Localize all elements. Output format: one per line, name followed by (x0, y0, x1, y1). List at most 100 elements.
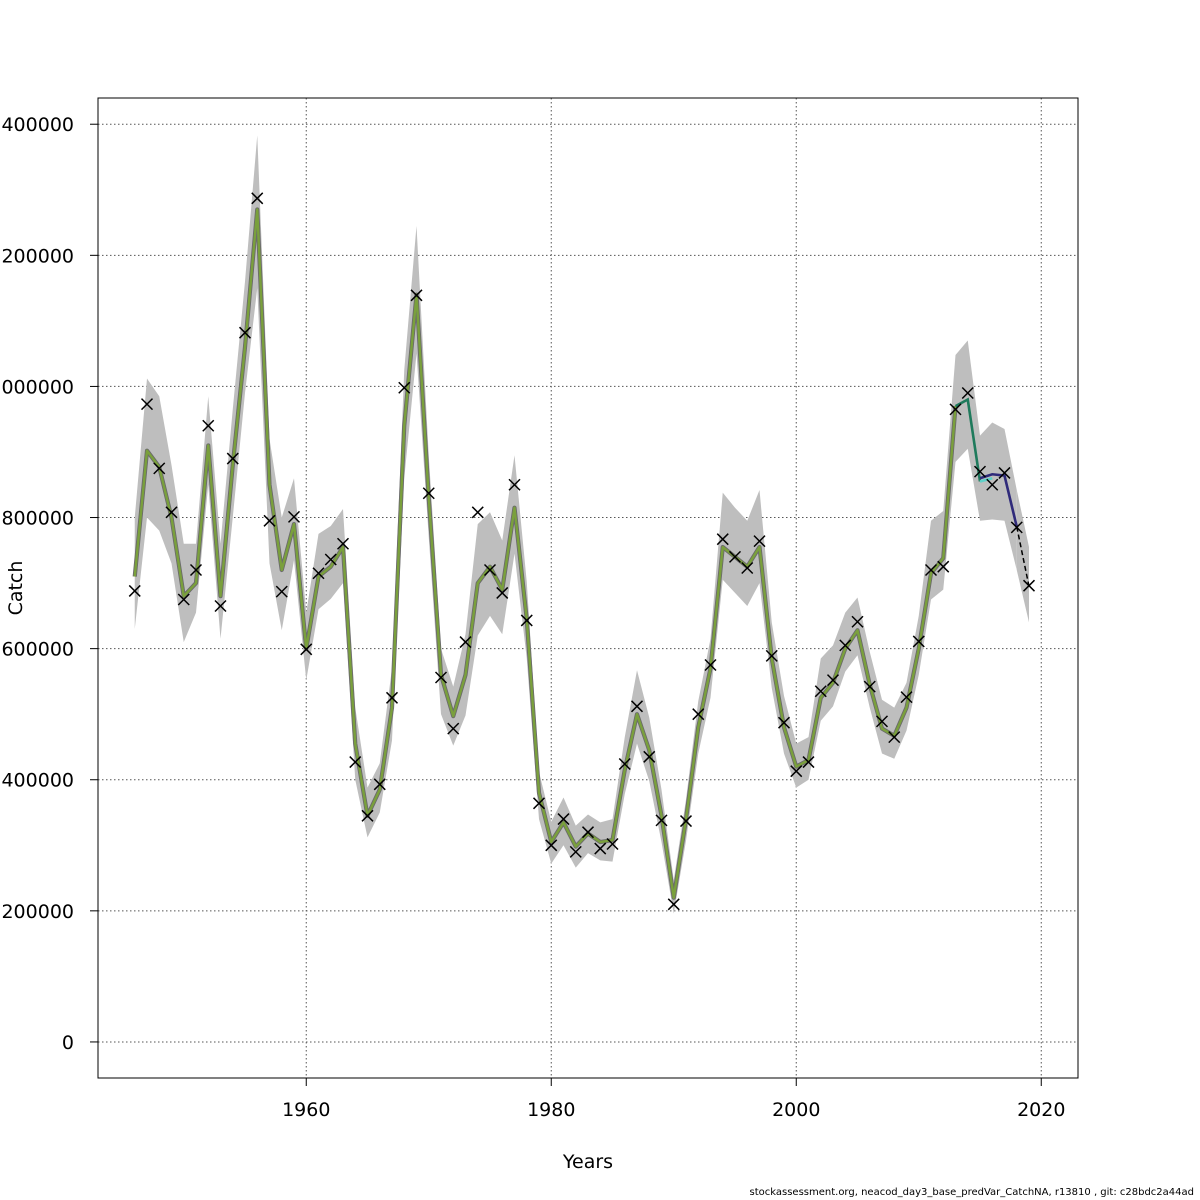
observed-point (471, 506, 484, 519)
y-tick-label: 1200000 (0, 245, 74, 267)
observed-point (177, 593, 190, 606)
observed-point (814, 685, 827, 698)
confidence-band (980, 422, 1017, 570)
x-tick-label: 2000 (772, 1099, 820, 1121)
y-tick-label: 1400000 (0, 114, 74, 136)
observed-point (728, 550, 742, 563)
confidence-bands (134, 135, 1029, 914)
x-axis-title: Years (562, 1151, 613, 1173)
x-tick-label: 1980 (527, 1099, 575, 1121)
observed-point (716, 533, 729, 546)
observed-point (251, 192, 264, 205)
estimate-line (133, 208, 957, 899)
observed-point (324, 553, 337, 566)
observed-point (557, 813, 570, 826)
observed-point (753, 535, 766, 548)
observed-point (569, 845, 582, 858)
observed-point (287, 510, 301, 523)
observed-point (520, 614, 533, 627)
observed-point (202, 419, 215, 432)
observed-point (496, 586, 509, 599)
observed-point (434, 671, 448, 684)
observed-point (128, 584, 141, 597)
observed-point (153, 462, 166, 475)
observed-point (349, 756, 362, 769)
observed-point (704, 658, 717, 672)
observed-point (998, 466, 1011, 479)
forecast-line (1016, 526, 1030, 587)
y-tick-label: 800000 (1, 508, 74, 530)
observed-point (361, 809, 374, 822)
observed-point (790, 765, 803, 778)
observed-point (300, 643, 313, 656)
observed-point (961, 386, 974, 400)
observed-point (385, 691, 399, 704)
observed-point (802, 756, 815, 769)
observed-point (275, 585, 288, 598)
confidence-band (955, 340, 980, 521)
observed-point (643, 750, 656, 763)
observed-points (128, 192, 1036, 911)
observed-point (594, 842, 607, 855)
observed-point (888, 731, 901, 744)
x-tick-label: 2020 (1017, 1099, 1065, 1121)
observed-point (336, 537, 350, 550)
y-tick-label: 200000 (1, 901, 74, 923)
observed-point (238, 326, 252, 339)
observed-point (618, 757, 631, 771)
observed-point (875, 715, 889, 728)
plot-frame (97, 97, 1079, 1079)
observed-point (949, 403, 962, 416)
observed-point (214, 599, 227, 613)
y-axis-title: Catch (5, 561, 27, 616)
footer-credit: stockassessment.org, neacod_day3_base_pr… (749, 1187, 1195, 1198)
observed-point (692, 708, 705, 721)
observed-point (581, 826, 595, 839)
observed-point (986, 478, 999, 491)
observed-point (312, 567, 325, 580)
observed-point (447, 722, 460, 735)
x-tick-label: 1960 (282, 1099, 330, 1121)
y-axis: 0 200000 400000 600000 800000 1000000 1200000 1… (0, 114, 98, 1054)
estimate-line-outline (132, 207, 958, 900)
observed-point (777, 716, 791, 729)
observed-point (924, 563, 938, 577)
observed-point (140, 398, 154, 411)
estimate-line-cyan (979, 476, 993, 483)
estimate-line-navy (979, 472, 1019, 528)
observed-point (655, 814, 668, 827)
y-tick-label: 0 (62, 1032, 74, 1054)
confidence-band (1016, 490, 1029, 623)
observed-point (851, 615, 864, 628)
observed-point (1010, 521, 1023, 534)
observed-point (900, 691, 913, 704)
observed-point (839, 639, 852, 652)
observed-point (189, 563, 203, 577)
observed-point (1022, 579, 1036, 592)
observed-point (826, 674, 840, 687)
x-axis: 1960 1980 2000 2020 (282, 1078, 1065, 1121)
observed-point (679, 815, 693, 828)
observed-point (410, 289, 423, 302)
observed-point (937, 560, 950, 573)
observed-point (263, 514, 276, 527)
observed-point (165, 506, 178, 519)
observed-point (422, 487, 435, 500)
estimate-lines (132, 207, 1030, 900)
y-tick-label: 1000000 (0, 376, 74, 398)
observed-point (667, 898, 680, 911)
observed-point (863, 680, 876, 693)
observed-point (398, 381, 411, 394)
observed-point (973, 465, 987, 478)
y-tick-label: 400000 (1, 770, 74, 792)
observed-point (741, 561, 754, 575)
observed-point (912, 635, 925, 648)
observed-point (483, 563, 497, 577)
observed-point (630, 700, 644, 713)
observed-point (459, 636, 472, 649)
observed-point (606, 837, 619, 851)
observed-point (532, 797, 546, 810)
observed-point (765, 649, 778, 662)
observed-point (545, 839, 558, 852)
